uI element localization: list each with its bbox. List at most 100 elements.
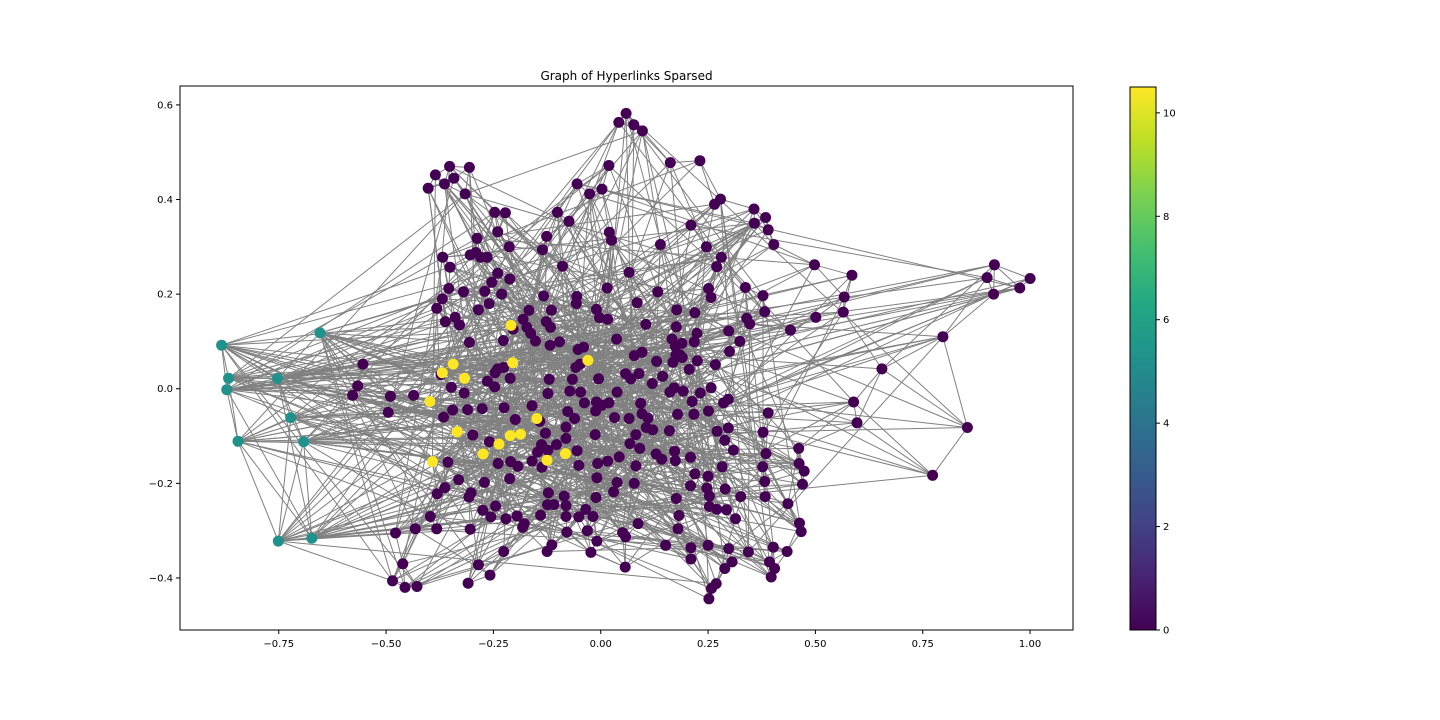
graph-node xyxy=(592,458,604,469)
graph-node xyxy=(703,593,715,605)
graph-node xyxy=(443,283,455,294)
graph-edge xyxy=(853,401,933,476)
graph-node xyxy=(525,327,537,339)
graph-node xyxy=(504,372,516,384)
graph-edge xyxy=(589,193,630,419)
graph-node xyxy=(472,304,484,316)
colorbar-tick-label: 8 xyxy=(1163,212,1169,223)
graph-node xyxy=(589,429,601,441)
graph-node xyxy=(590,492,602,503)
graph-node xyxy=(620,107,632,119)
x-tick-label: 0.50 xyxy=(804,639,826,650)
graph-node xyxy=(542,487,554,499)
graph-node xyxy=(685,219,697,231)
graph-node xyxy=(479,285,491,297)
graph-edge xyxy=(303,441,729,550)
graph-node xyxy=(617,527,629,539)
graph-node xyxy=(608,486,620,498)
graph-node xyxy=(782,498,794,510)
graph-node xyxy=(535,509,547,521)
graph-node xyxy=(694,387,706,399)
graph-edge xyxy=(237,193,466,442)
graph-node xyxy=(484,569,496,581)
graph-node xyxy=(272,372,283,384)
graph-node xyxy=(702,539,714,551)
x-tick-label: 0.75 xyxy=(912,639,934,650)
graph-node xyxy=(591,535,603,547)
graph-node xyxy=(706,582,717,594)
graph-edge xyxy=(773,244,815,266)
colorbar-gradient xyxy=(1130,87,1156,630)
graph-node xyxy=(545,321,556,333)
graph-node xyxy=(232,435,244,447)
graph-node xyxy=(543,373,555,385)
graph-node xyxy=(505,319,517,331)
graph-node xyxy=(484,436,495,448)
graph-node xyxy=(652,286,664,298)
graph-edge xyxy=(587,453,657,532)
graph-node xyxy=(724,345,735,357)
graph-node xyxy=(498,546,510,557)
graph-edge xyxy=(357,311,765,387)
graph-edge xyxy=(319,332,416,530)
graph-node xyxy=(306,532,318,544)
graph-node xyxy=(472,559,484,571)
graph-node xyxy=(387,575,398,587)
graph-node xyxy=(485,511,497,523)
graph-edge xyxy=(226,298,443,391)
colorbar-tick-label: 10 xyxy=(1163,108,1176,119)
graph-node xyxy=(489,206,501,218)
graph-node xyxy=(623,413,635,424)
graph-node xyxy=(809,259,820,271)
graph-node xyxy=(557,260,568,272)
graph-node xyxy=(759,491,771,503)
graph-edge xyxy=(475,252,712,298)
graph-node xyxy=(686,396,698,407)
graph-node xyxy=(569,413,581,424)
graph-node xyxy=(722,422,734,434)
graph-node xyxy=(810,311,822,323)
graph-edge xyxy=(226,389,313,539)
graph-edge xyxy=(278,540,393,582)
graph-node xyxy=(390,527,401,539)
graph-node xyxy=(757,290,769,302)
graph-node xyxy=(578,397,590,409)
graph-edge xyxy=(352,318,524,396)
graph-node xyxy=(223,372,234,384)
graph-node xyxy=(558,490,570,502)
graph-edge xyxy=(387,411,666,546)
graph-edge xyxy=(613,491,680,516)
graph-node xyxy=(509,414,521,425)
graph-node xyxy=(517,521,529,533)
graph-node xyxy=(442,456,454,468)
graph-node xyxy=(439,316,451,328)
graph-edge xyxy=(611,239,764,433)
graph-node xyxy=(448,172,460,184)
graph-node xyxy=(572,344,584,355)
graph-node xyxy=(492,267,504,279)
graph-node xyxy=(759,306,771,318)
graph-node xyxy=(444,261,456,273)
graph-edge xyxy=(469,254,708,489)
graph-node xyxy=(734,335,746,347)
graph-node xyxy=(716,461,728,473)
graph-node xyxy=(352,380,364,392)
graph-edge xyxy=(436,130,643,530)
graph-node xyxy=(611,333,623,345)
graph-node xyxy=(723,325,735,337)
graph-node xyxy=(703,490,715,502)
graph-edge xyxy=(522,526,548,552)
graph-edge xyxy=(856,422,933,476)
graph-edge xyxy=(994,264,1031,279)
graph-node xyxy=(551,439,562,451)
graph-node xyxy=(357,358,369,370)
graph-node xyxy=(672,408,684,420)
graph-node xyxy=(981,272,993,284)
graph-edge xyxy=(881,336,944,370)
graph-node xyxy=(496,288,508,300)
graph-edge xyxy=(277,441,305,542)
graph-edge xyxy=(228,237,478,379)
graph-edge xyxy=(547,393,578,451)
graph-node xyxy=(726,556,738,568)
graph-node xyxy=(573,459,585,471)
